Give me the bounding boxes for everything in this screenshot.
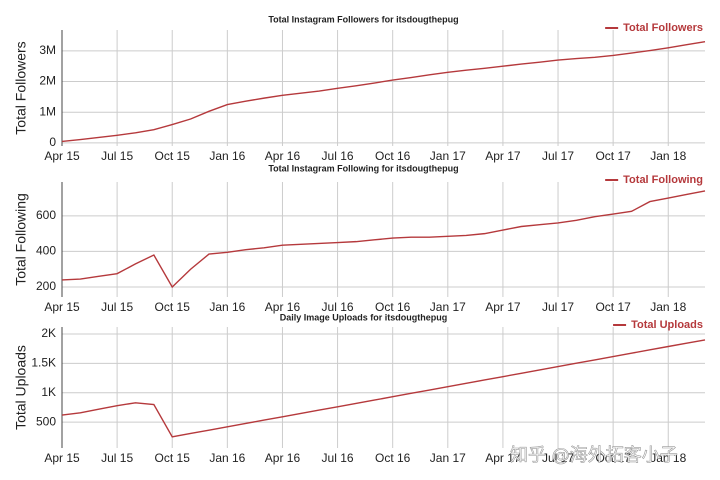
x-tick-label: Jan 17 bbox=[430, 300, 466, 314]
x-tick-label: Oct 17 bbox=[595, 149, 631, 163]
series-line bbox=[61, 40, 706, 143]
y-tick-label: 1.5K bbox=[31, 356, 56, 370]
x-tick-label: Apr 16 bbox=[265, 451, 301, 465]
y-tick-label: 2K bbox=[41, 326, 56, 340]
x-tick-label: Jan 17 bbox=[430, 149, 466, 163]
x-tick-label: Jul 15 bbox=[101, 149, 133, 163]
x-tick-label: Jan 16 bbox=[209, 451, 245, 465]
x-tick-label: Jul 16 bbox=[322, 451, 354, 465]
legend-label: Total Following bbox=[623, 174, 703, 186]
x-tick-label: Apr 16 bbox=[265, 149, 301, 163]
x-tick-label: Oct 16 bbox=[375, 300, 411, 314]
y-tick-label: 0 bbox=[49, 135, 56, 149]
y-tick-label: 2M bbox=[39, 74, 56, 88]
x-tick-label: Jan 16 bbox=[209, 149, 245, 163]
legend-label: Total Followers bbox=[623, 22, 703, 34]
y-tick-label: 400 bbox=[36, 244, 56, 258]
y-tick-label: 200 bbox=[36, 279, 56, 293]
x-tick-label: Apr 17 bbox=[485, 300, 521, 314]
x-tick-label: Oct 16 bbox=[375, 451, 411, 465]
y-tick-label: 1M bbox=[39, 104, 56, 118]
x-tick-label: Jul 16 bbox=[322, 300, 354, 314]
series-line bbox=[61, 339, 706, 438]
x-tick-label: Jan 18 bbox=[650, 300, 686, 314]
chart-title: Total Instagram Following for itsdougthe… bbox=[268, 163, 458, 173]
x-tick-label: Oct 16 bbox=[375, 149, 411, 163]
x-tick-label: Jul 15 bbox=[101, 300, 133, 314]
y-tick-label: 500 bbox=[36, 414, 56, 428]
series-line bbox=[61, 190, 706, 289]
x-tick-label: Jul 17 bbox=[542, 300, 574, 314]
x-tick-label: Oct 17 bbox=[595, 300, 631, 314]
x-tick-label: Jul 16 bbox=[322, 149, 354, 163]
x-tick-label: Apr 15 bbox=[44, 451, 80, 465]
x-tick-label: Jan 16 bbox=[209, 300, 245, 314]
y-axis-label: Total Followers bbox=[13, 41, 29, 134]
chart-title: Daily Image Uploads for itsdougthepug bbox=[280, 312, 448, 322]
y-axis-label: Total Uploads bbox=[13, 345, 29, 430]
y-tick-label: 3M bbox=[39, 43, 56, 57]
x-tick-label: Jul 17 bbox=[542, 149, 574, 163]
legend-label: Total Uploads bbox=[631, 319, 703, 331]
x-tick-label: Oct 17 bbox=[595, 451, 631, 465]
x-tick-label: Jan 18 bbox=[650, 451, 686, 465]
y-tick-label: 1K bbox=[41, 385, 56, 399]
x-tick-label: Apr 16 bbox=[265, 300, 301, 314]
x-tick-label: Jul 17 bbox=[542, 451, 574, 465]
x-tick-label: Oct 15 bbox=[155, 149, 191, 163]
x-tick-label: Apr 15 bbox=[44, 300, 80, 314]
watermark: 知乎 @海外拓客小子 bbox=[510, 445, 678, 466]
x-tick-label: Apr 17 bbox=[485, 451, 521, 465]
x-tick-label: Jul 15 bbox=[101, 451, 133, 465]
x-tick-label: Jan 18 bbox=[650, 149, 686, 163]
y-tick-label: 600 bbox=[36, 208, 56, 222]
x-tick-label: Apr 17 bbox=[485, 149, 521, 163]
x-tick-label: Oct 15 bbox=[155, 300, 191, 314]
x-tick-label: Jan 17 bbox=[430, 451, 466, 465]
x-tick-label: Oct 15 bbox=[155, 451, 191, 465]
x-tick-label: Apr 15 bbox=[44, 149, 80, 163]
y-axis-label: Total Following bbox=[13, 193, 29, 286]
chart-title: Total Instagram Followers for itsdougthe… bbox=[268, 14, 458, 24]
